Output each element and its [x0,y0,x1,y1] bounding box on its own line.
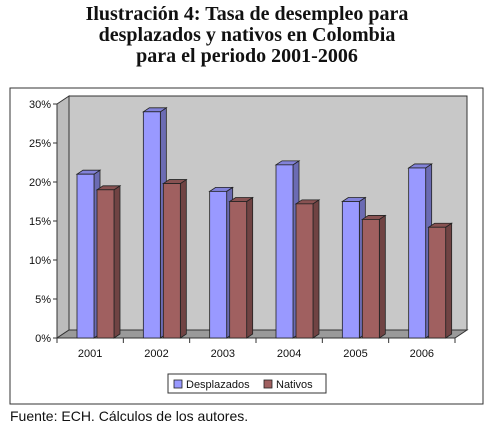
bar-nativos-2004 [294,199,321,339]
bar-side [246,196,254,339]
bar-chart: 2001 2002 2003 2004 2005 2006 0% 5% 10% 15% 20% 25… [9,87,484,405]
y-tick-label: 5% [35,294,51,306]
bar-nativos-2005 [361,214,387,339]
bar-front [361,219,380,339]
y-tick-label: 20% [29,177,51,189]
bars [75,107,453,339]
bar-front [76,173,95,339]
bar-desplazados-2003 [208,186,234,339]
x-tick-label: 2004 [277,348,301,360]
chart-border [9,87,484,405]
source-note: Fuente: ECH. Cálculos de los autores. [10,408,249,424]
bar-nativos-2002 [162,178,188,339]
x-tick-label: 2003 [211,348,235,360]
legend-swatch [173,379,183,389]
x-tick-label: 2006 [410,348,434,360]
y-tick-label: 0% [35,333,51,345]
bar-side [179,178,187,339]
bar-front [341,201,360,339]
bar-desplazados-2004 [274,160,301,339]
title-line-3: para el periodo 2001-2006 [136,45,358,67]
bar-nativos-2001 [95,185,122,339]
side-wall [56,95,70,339]
bar-desplazados-2006 [407,163,433,339]
bar-front [408,167,427,339]
bar-nativos-2003 [228,196,254,339]
bar-side [113,185,121,339]
legend-label: Desplazados [186,379,250,391]
x-tick-label: 2002 [144,348,168,360]
bar-front [295,203,314,339]
bar-front [428,226,447,339]
x-tick-label: 2005 [343,348,367,360]
y-tick-label: 25% [29,138,51,150]
bar-front [275,164,294,339]
bar-front [142,111,161,339]
x-axis-ticks: 2001 2002 2003 2004 2005 2006 [56,338,456,360]
bar-side [312,199,320,339]
y-tick-label: 30% [29,99,51,111]
bar-front [162,183,181,339]
bar-desplazados-2001 [75,169,102,339]
bar-desplazados-2002 [142,107,168,339]
bar-front [209,190,228,339]
legend: Desplazados Nativos [167,373,327,394]
y-tick-label: 15% [29,216,51,228]
bar-desplazados-2005 [341,196,367,339]
legend-box [167,373,327,394]
x-tick-label: 2001 [78,348,102,360]
title-line-1: Ilustración 4: Tasa de desempleo para [85,3,409,25]
legend-label: Nativos [276,379,313,391]
bar-side [445,222,453,339]
title-line-2: desplazados y nativos en Colombia [98,24,396,46]
bar-front [96,189,115,339]
back-wall [68,95,468,331]
bar-side [378,214,386,339]
chart-title: Ilustración 4: Tasa de desempleo para de… [0,4,494,67]
y-axis-ticks: 0% 5% 10% 15% 20% 25% 30% [29,99,57,345]
legend-swatch [263,379,273,389]
y-tick-label: 10% [29,255,51,267]
bar-nativos-2006 [427,222,453,339]
bar-front [229,201,248,339]
